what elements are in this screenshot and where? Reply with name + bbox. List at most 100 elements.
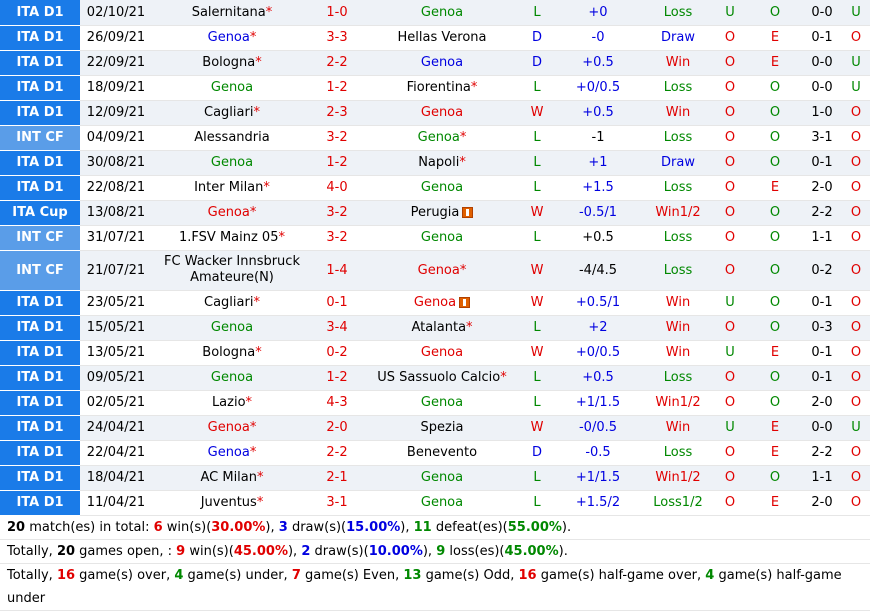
home-team-name[interactable]: Alessandria bbox=[194, 130, 270, 145]
odd-even-cell: O bbox=[748, 390, 802, 416]
result-cell: W bbox=[522, 415, 552, 441]
away-team-name[interactable]: Genoa bbox=[420, 105, 464, 120]
away-team-cell: Genoa* bbox=[362, 125, 522, 151]
handicap-outcome-cell: Loss bbox=[644, 0, 712, 26]
home-team-cell: Lazio* bbox=[152, 390, 312, 416]
away-team-name[interactable]: Genoa bbox=[417, 262, 460, 278]
handicap-cell: +0 bbox=[552, 0, 644, 26]
home-team-name[interactable]: Genoa bbox=[207, 205, 250, 220]
handicap-outcome-cell: Loss bbox=[644, 225, 712, 251]
home-team-name[interactable]: AC Milan bbox=[200, 470, 258, 485]
result-cell: L bbox=[522, 315, 552, 341]
handicap-cell: +1/1.5 bbox=[552, 465, 644, 491]
odd-even-cell: E bbox=[748, 25, 802, 51]
away-team-name[interactable]: Genoa bbox=[420, 470, 464, 485]
away-team-name[interactable]: US Sassuolo Calcio bbox=[377, 370, 501, 385]
handicap-cell: +2 bbox=[552, 315, 644, 341]
result-cell: L bbox=[522, 125, 552, 151]
home-team-name[interactable]: Genoa bbox=[207, 420, 250, 435]
home-team-cell: Salernitana* bbox=[152, 0, 312, 26]
result-cell: W bbox=[522, 200, 552, 226]
half-time-ou-cell: O bbox=[842, 225, 870, 251]
date-cell: 13/05/21 bbox=[80, 340, 152, 366]
away-team-cell: Genoa bbox=[362, 290, 522, 316]
away-team-name[interactable]: Benevento bbox=[406, 445, 478, 460]
over-under-cell: O bbox=[712, 200, 748, 226]
home-team-name[interactable]: Cagliari bbox=[204, 295, 254, 310]
away-team-name[interactable]: Hellas Verona bbox=[397, 30, 487, 45]
neutral-marker: * bbox=[253, 295, 260, 310]
handicap-cell: -0.5 bbox=[552, 440, 644, 466]
handicap-cell: +0.5 bbox=[552, 50, 644, 76]
home-team-name[interactable]: Genoa bbox=[210, 320, 254, 335]
home-team-name[interactable]: Bologna bbox=[202, 55, 256, 70]
away-team-cell: Genoa bbox=[362, 465, 522, 491]
away-team-name[interactable]: Genoa bbox=[420, 395, 464, 410]
half-time-score-cell: 1-0 bbox=[802, 100, 842, 126]
away-team-name[interactable]: Spezia bbox=[420, 420, 464, 435]
home-team-name[interactable]: Lazio bbox=[211, 395, 246, 410]
away-team-cell: Hellas Verona bbox=[362, 25, 522, 51]
home-team-name[interactable]: Genoa bbox=[210, 80, 254, 95]
away-team-cell: Genoa bbox=[362, 50, 522, 76]
half-time-score-cell: 0-1 bbox=[802, 150, 842, 176]
home-team-cell: Cagliari* bbox=[152, 290, 312, 316]
league-cell: ITA D1 bbox=[0, 175, 80, 201]
away-team-name[interactable]: Genoa bbox=[420, 230, 464, 245]
league-cell: ITA D1 bbox=[0, 290, 80, 316]
league-cell: ITA D1 bbox=[0, 0, 80, 26]
away-team-name[interactable]: Genoa bbox=[413, 295, 457, 310]
league-cell: INT CF bbox=[0, 125, 80, 151]
score-cell: 3-2 bbox=[312, 125, 362, 151]
red-card-icon bbox=[459, 297, 471, 308]
home-team-name[interactable]: Genoa bbox=[210, 370, 254, 385]
home-team-name[interactable]: 1.FSV Mainz 05 bbox=[179, 230, 279, 245]
away-team-name[interactable]: Napoli bbox=[418, 155, 460, 170]
half-time-ou-cell: O bbox=[842, 315, 870, 341]
result-cell: L bbox=[522, 225, 552, 251]
league-cell: ITA D1 bbox=[0, 465, 80, 491]
match-row: ITA D1 02/05/21 Lazio* 4-3 Genoa L +1/1.5 Win1/… bbox=[0, 390, 870, 416]
away-team-cell: Genoa bbox=[362, 390, 522, 416]
summary-line-2: Totally, 20 games open, : 9 win(s)(45.00… bbox=[0, 540, 870, 564]
away-team-name[interactable]: Fiorentina bbox=[406, 80, 471, 95]
over-under-cell: U bbox=[712, 290, 748, 316]
half-time-ou-cell: O bbox=[842, 100, 870, 126]
away-team-name[interactable]: Genoa bbox=[420, 4, 464, 20]
home-team-name[interactable]: Genoa bbox=[210, 155, 254, 170]
away-team-name[interactable]: Genoa bbox=[417, 130, 460, 145]
home-team-cell: Alessandria bbox=[152, 125, 312, 151]
home-team-cell: 1.FSV Mainz 05* bbox=[152, 225, 312, 251]
date-cell: 22/08/21 bbox=[80, 175, 152, 201]
result-cell: W bbox=[522, 250, 552, 291]
home-team-cell: Genoa bbox=[152, 75, 312, 101]
neutral-marker: * bbox=[500, 370, 507, 385]
over-under-cell: O bbox=[712, 390, 748, 416]
away-team-name[interactable]: Genoa bbox=[420, 55, 464, 70]
away-team-name[interactable]: Genoa bbox=[420, 345, 464, 360]
league-cell: ITA D1 bbox=[0, 415, 80, 441]
home-team-name[interactable]: Inter Milan bbox=[194, 180, 264, 195]
odd-even-cell: O bbox=[748, 125, 802, 151]
away-team-name[interactable]: Genoa bbox=[420, 495, 464, 510]
home-team-name[interactable]: Salernitana bbox=[191, 4, 266, 20]
away-team-name[interactable]: Genoa bbox=[420, 180, 464, 195]
match-row: ITA D1 22/09/21 Bologna* 2-2 Genoa D +0.5 Win O E… bbox=[0, 50, 870, 76]
half-time-ou-cell: U bbox=[842, 75, 870, 101]
away-team-cell: Genoa bbox=[362, 175, 522, 201]
home-team-name[interactable]: Juventus bbox=[200, 495, 257, 510]
home-team-name[interactable]: FC Wacker Innsbruck Amateure(N) bbox=[164, 254, 300, 285]
match-row: ITA D1 11/04/21 Juventus* 3-1 Genoa L +1.5/2 Lo… bbox=[0, 490, 870, 516]
result-cell: W bbox=[522, 290, 552, 316]
home-team-name[interactable]: Bologna bbox=[202, 345, 256, 360]
home-team-name[interactable]: Genoa bbox=[207, 445, 250, 460]
half-time-score-cell: 0-0 bbox=[802, 50, 842, 76]
away-team-cell: Genoa bbox=[362, 490, 522, 516]
home-team-name[interactable]: Cagliari bbox=[204, 105, 254, 120]
away-team-name[interactable]: Atalanta bbox=[411, 320, 467, 335]
odd-even-cell: O bbox=[748, 465, 802, 491]
home-team-name[interactable]: Genoa bbox=[207, 30, 250, 45]
league-cell: ITA D1 bbox=[0, 315, 80, 341]
away-team-name[interactable]: Perugia bbox=[410, 205, 460, 220]
league-cell: ITA D1 bbox=[0, 100, 80, 126]
